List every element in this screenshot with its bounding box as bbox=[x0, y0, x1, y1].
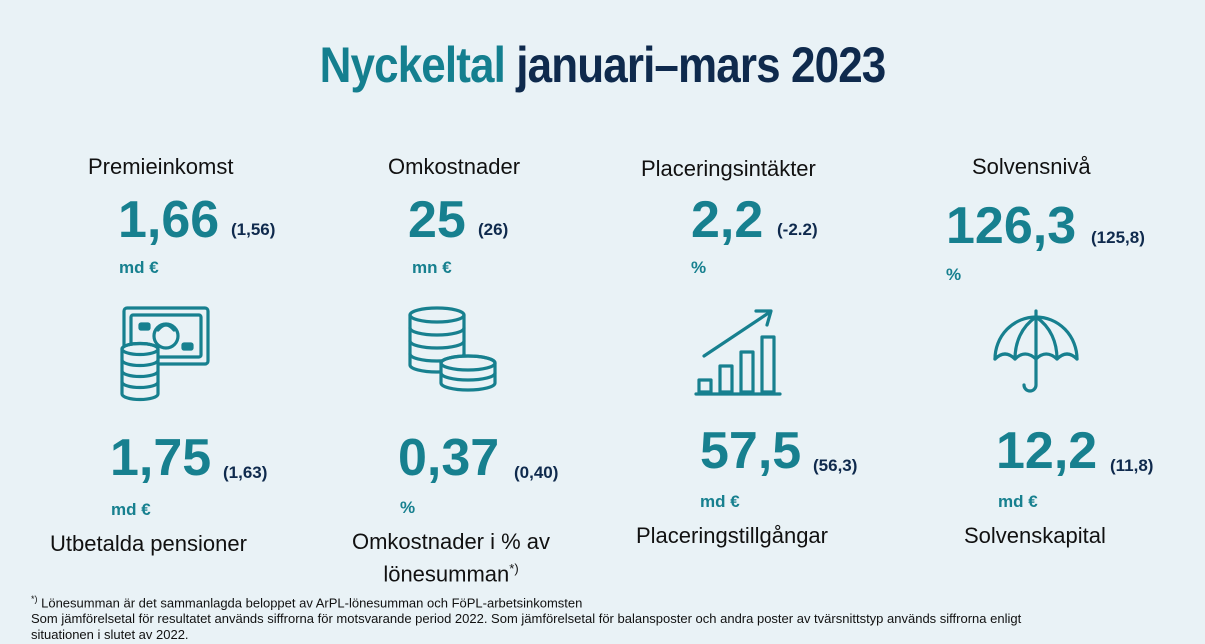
money-coins-icon bbox=[118, 303, 212, 403]
metric-comparison-omkostnader-procent: (0,40) bbox=[514, 463, 559, 482]
footnote-line3: situationen i slutet av 2022. bbox=[31, 627, 189, 643]
footnote-line1: *) Lönesumman är det sammanlagda beloppe… bbox=[31, 594, 583, 611]
metric-unit-placeringstillgangar: md € bbox=[700, 492, 740, 511]
metric-label-utbetalda-pensioner: Utbetalda pensioner bbox=[50, 531, 247, 556]
metric-comparison-utbetalda-pensioner: (1,63) bbox=[223, 463, 268, 482]
metric-unit-solvenskapital: md € bbox=[998, 492, 1038, 511]
footnotes: *) Lönesumman är det sammanlagda beloppe… bbox=[31, 591, 1021, 643]
footnote-marker: *) bbox=[509, 561, 519, 576]
metric-label-premieinkomst: Premieinkomst bbox=[88, 154, 234, 179]
metric-label-omkostnader-procent: Omkostnader i % av lönesumman*) bbox=[336, 528, 566, 587]
metric-value-solvenskapital: 12,2 bbox=[996, 422, 1098, 480]
metric-label-solvenskapital: Solvenskapital bbox=[964, 523, 1106, 548]
metric-comparison-placeringsintakter: (-2.2) bbox=[777, 220, 818, 239]
metric-value-placeringstillgangar: 57,5 bbox=[700, 422, 802, 480]
metric-unit-placeringsintakter: % bbox=[691, 258, 707, 277]
metric-unit-omkostnader: mn € bbox=[412, 258, 452, 277]
metric-label-solvensniva: Solvensnivå bbox=[972, 154, 1091, 179]
metric-comparison-placeringstillgangar: (56,3) bbox=[813, 456, 858, 475]
title-part1: Nyckeltal bbox=[319, 37, 506, 93]
metric-comparison-solvensniva: (125,8) bbox=[1091, 228, 1145, 247]
metric-label-placeringstillgangar: Placeringstillgångar bbox=[636, 523, 828, 548]
footnote-sup: *) bbox=[31, 594, 38, 604]
metric-value-solvensniva: 126,3 bbox=[946, 197, 1077, 255]
metric-unit-omkostnader-procent: % bbox=[400, 498, 416, 517]
metric-label-line1: Omkostnader i % av bbox=[351, 529, 551, 554]
title-part2: januari–mars 2023 bbox=[516, 37, 886, 93]
coin-stacks-icon bbox=[407, 305, 499, 395]
metric-unit-premieinkomst: md € bbox=[119, 258, 159, 277]
page-title: Nyckeltal januari–mars 2023 bbox=[72, 36, 1132, 94]
metric-unit-utbetalda-pensioner: md € bbox=[111, 500, 151, 519]
metric-label-placeringsintakter: Placeringsintäkter bbox=[641, 156, 816, 181]
metric-comparison-omkostnader: (26) bbox=[478, 220, 509, 239]
metric-comparison-premieinkomst: (1,56) bbox=[231, 220, 276, 239]
growth-chart-icon bbox=[694, 306, 784, 398]
footnote-line2: Som jämförelsetal för resultatet används… bbox=[31, 611, 1022, 627]
metric-label-line2: lönesumman bbox=[383, 561, 510, 587]
metric-value-omkostnader-procent: 0,37 bbox=[398, 429, 500, 487]
metric-label-omkostnader: Omkostnader bbox=[388, 154, 521, 179]
metric-value-premieinkomst: 1,66 bbox=[118, 191, 220, 249]
metric-value-placeringsintakter: 2,2 bbox=[691, 191, 764, 249]
umbrella-icon bbox=[993, 309, 1079, 395]
metric-unit-solvensniva: % bbox=[946, 265, 962, 284]
metric-comparison-solvenskapital: (11,8) bbox=[1110, 456, 1154, 475]
metric-value-utbetalda-pensioner: 1,75 bbox=[110, 429, 212, 487]
metric-value-omkostnader: 25 bbox=[408, 191, 466, 249]
